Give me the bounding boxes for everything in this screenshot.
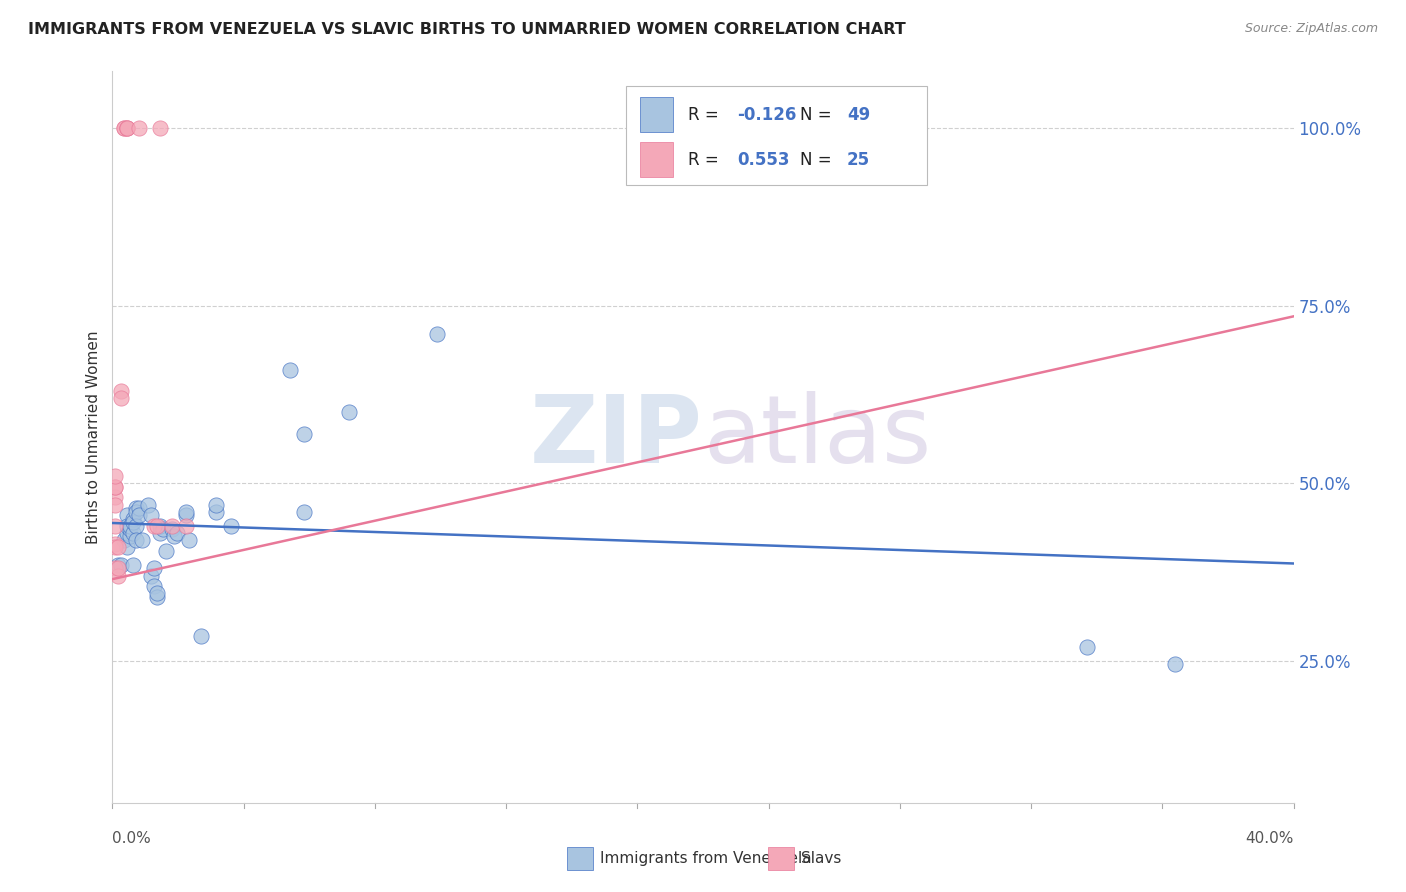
Point (152, 522, 174, 536)
Text: N =: N = (800, 105, 837, 123)
Text: 49: 49 (846, 105, 870, 123)
Text: 0.553: 0.553 (737, 151, 790, 169)
Point (190, 629, 212, 643)
Point (278, 362, 301, 376)
Point (142, 519, 165, 533)
Point (142, 579, 165, 593)
Text: ZIP: ZIP (530, 391, 703, 483)
Point (110, 391, 132, 405)
Point (149, 519, 172, 533)
Point (117, 121, 138, 136)
Point (128, 501, 150, 516)
Point (104, 519, 127, 533)
Point (107, 558, 129, 572)
Point (426, 327, 449, 342)
Point (107, 561, 129, 575)
Point (174, 508, 197, 523)
Point (219, 519, 242, 533)
FancyBboxPatch shape (768, 847, 794, 870)
FancyBboxPatch shape (567, 847, 593, 870)
Point (112, 533, 135, 547)
Point (128, 121, 150, 136)
Point (125, 533, 148, 547)
Point (179, 533, 201, 547)
Point (117, 508, 138, 523)
Point (104, 480, 127, 494)
Point (146, 586, 169, 600)
Point (1164, 657, 1187, 672)
Text: -0.126: -0.126 (737, 105, 797, 123)
Text: Source: ZipAtlas.com: Source: ZipAtlas.com (1244, 22, 1378, 36)
Point (117, 121, 138, 136)
Point (122, 525, 145, 540)
Point (112, 121, 135, 136)
Point (146, 590, 169, 604)
Point (110, 558, 132, 572)
Point (174, 505, 197, 519)
Point (174, 519, 197, 533)
Point (107, 568, 129, 582)
Y-axis label: Births to Unmarried Women: Births to Unmarried Women (86, 330, 101, 544)
Text: 40.0%: 40.0% (1246, 831, 1294, 847)
Point (146, 519, 169, 533)
Point (160, 519, 183, 533)
Point (117, 519, 138, 533)
Point (122, 516, 145, 530)
Text: atlas: atlas (703, 391, 931, 483)
Point (117, 121, 138, 136)
Point (292, 426, 315, 441)
Point (131, 533, 153, 547)
Point (125, 505, 148, 519)
Point (1076, 640, 1098, 654)
FancyBboxPatch shape (640, 97, 673, 132)
Point (128, 508, 150, 523)
Point (136, 498, 159, 512)
Point (120, 529, 142, 543)
Point (122, 512, 145, 526)
Text: N =: N = (800, 151, 837, 169)
FancyBboxPatch shape (640, 143, 673, 178)
Point (205, 498, 228, 512)
Text: 0.0%: 0.0% (112, 831, 152, 847)
Point (292, 505, 315, 519)
Point (149, 121, 172, 136)
Point (160, 522, 183, 536)
Text: Slavs: Slavs (801, 851, 841, 866)
Point (104, 480, 127, 494)
Point (104, 469, 127, 483)
Text: R =: R = (688, 151, 724, 169)
Text: IMMIGRANTS FROM VENEZUELA VS SLAVIC BIRTHS TO UNMARRIED WOMEN CORRELATION CHART: IMMIGRANTS FROM VENEZUELA VS SLAVIC BIRT… (28, 22, 905, 37)
Point (120, 522, 142, 536)
FancyBboxPatch shape (626, 86, 928, 185)
Point (117, 540, 138, 554)
Point (104, 491, 127, 505)
Point (120, 519, 142, 533)
Point (104, 498, 127, 512)
Point (125, 501, 148, 516)
Point (337, 405, 360, 419)
Text: R =: R = (688, 105, 724, 123)
Point (125, 519, 148, 533)
Point (104, 536, 127, 550)
Point (205, 505, 228, 519)
Point (139, 508, 162, 523)
Point (104, 540, 127, 554)
Text: 25: 25 (846, 151, 870, 169)
Point (122, 558, 145, 572)
Point (149, 525, 172, 540)
Point (142, 561, 165, 575)
Point (155, 543, 177, 558)
Text: Immigrants from Venezuela: Immigrants from Venezuela (600, 851, 811, 866)
Point (117, 525, 138, 540)
Point (139, 568, 162, 582)
Point (112, 121, 135, 136)
Point (104, 561, 127, 575)
Point (110, 384, 132, 398)
Point (163, 529, 186, 543)
Point (107, 540, 129, 554)
Point (166, 525, 188, 540)
